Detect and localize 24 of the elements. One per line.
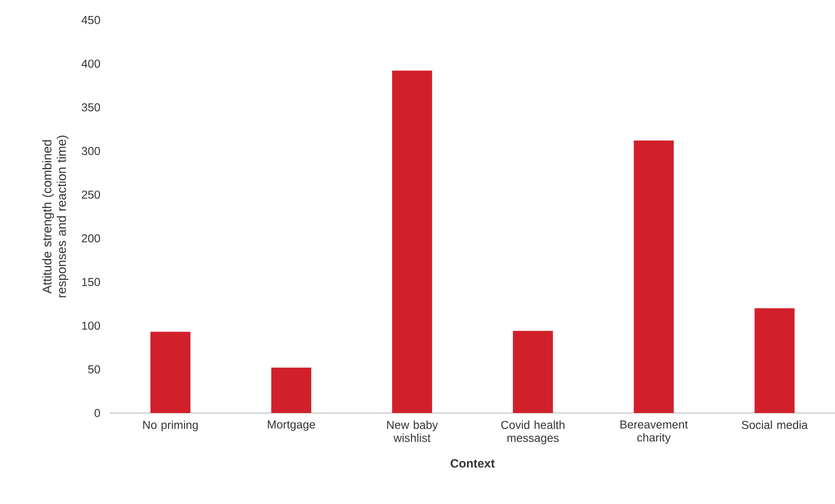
y-tick-label: 450 — [82, 16, 100, 24]
x-tick-label: Bereavement charity — [620, 420, 688, 444]
bar — [634, 140, 674, 413]
y-tick-label: 350 — [82, 103, 100, 112]
y-tick-label: 300 — [82, 146, 100, 156]
x-axis-title: Context — [450, 459, 495, 468]
bar — [150, 332, 190, 413]
y-axis-title: Attitude strength (combined responses and reaction time) — [42, 136, 68, 298]
y-tick-label: 0 — [94, 408, 100, 418]
y-tick-label: 200 — [82, 234, 100, 242]
x-tick-label: Social media — [742, 420, 808, 429]
x-tick-label: New baby wishlist — [387, 420, 438, 442]
bar — [754, 308, 795, 413]
y-tick-label: 100 — [82, 322, 100, 330]
y-tick-label: 250 — [82, 190, 100, 199]
x-tick-label: No priming — [143, 420, 198, 432]
y-tick-label: 50 — [88, 365, 100, 374]
bar — [392, 70, 432, 413]
bar — [271, 368, 312, 413]
y-tick-label: 150 — [82, 278, 100, 286]
bar — [512, 330, 553, 413]
x-tick-label: Mortgage — [268, 420, 316, 431]
y-tick-label: 400 — [82, 60, 100, 68]
x-tick-label: Covid health messages — [501, 420, 564, 444]
